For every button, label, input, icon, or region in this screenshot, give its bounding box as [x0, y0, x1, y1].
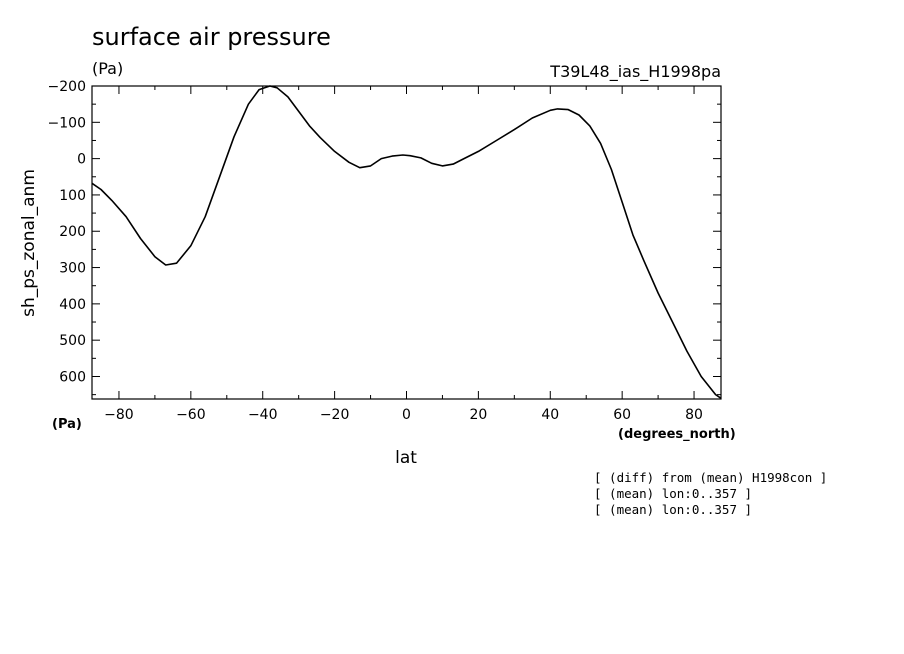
x-axis-unit: (degrees_north) [618, 427, 736, 442]
x-tick-label: −40 [248, 407, 278, 423]
x-tick-label: 60 [613, 407, 631, 423]
y-tick-label: 600 [59, 369, 86, 385]
x-tick-label: −80 [104, 407, 134, 423]
x-axis-label: lat [395, 448, 417, 468]
y-tick-label: −100 [48, 115, 86, 131]
x-tick-labels: −80 −60 −40 −20 0 20 40 60 80 [104, 407, 703, 423]
x-tick-label: 40 [541, 407, 559, 423]
y-tick-label: −200 [48, 79, 86, 95]
chart-title-unit: (Pa) [92, 59, 123, 78]
annotation-line-1: [ (diff) from (mean) H1998con ] [594, 470, 827, 485]
chart-title: surface air pressure [92, 23, 331, 51]
annotation-line-3: [ (mean) lon:0..357 ] [594, 502, 752, 517]
y-axis-unit: (Pa) [52, 417, 82, 432]
y-tick-label: 200 [59, 224, 86, 240]
y-tick-label: 100 [59, 188, 86, 204]
x-tick-label: 80 [685, 407, 703, 423]
run-label: T39L48_ias_H1998pa [549, 62, 721, 82]
y-axis-label: sh_ps_zonal_anm [19, 169, 39, 317]
y-tick-label: 300 [59, 261, 86, 277]
annotation-line-2: [ (mean) lon:0..357 ] [594, 486, 752, 501]
axis-ticks [92, 85, 721, 399]
y-tick-label: 0 [77, 152, 86, 168]
x-tick-label: 0 [402, 407, 411, 423]
y-tick-labels: −200 −100 0 100 200 300 400 500 600 [48, 79, 86, 385]
plot-frame [91, 85, 722, 400]
y-tick-label: 500 [59, 333, 86, 349]
x-tick-label: −20 [320, 407, 350, 423]
series-line [91, 85, 722, 399]
x-tick-label: −60 [176, 407, 206, 423]
y-tick-label: 400 [59, 297, 86, 313]
x-tick-label: 20 [469, 407, 487, 423]
